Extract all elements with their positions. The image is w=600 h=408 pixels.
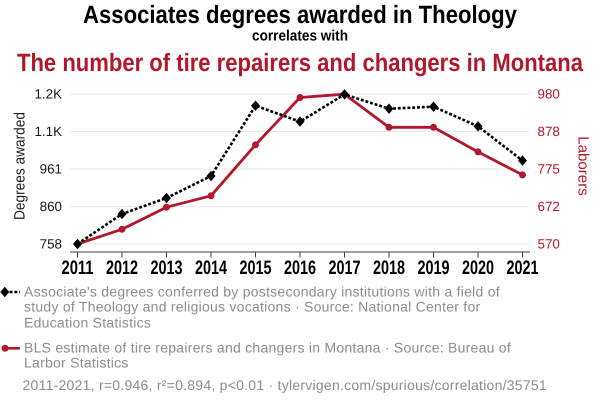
svg-text:2011-2021, r=0.946, r²=0.894,: 2011-2021, r=0.946, r²=0.894, p<0.01 · t…: [23, 377, 547, 393]
svg-text:980: 980: [538, 87, 560, 102]
svg-text:2018: 2018: [373, 257, 405, 279]
svg-text:2021: 2021: [507, 257, 539, 279]
svg-text:2016: 2016: [284, 257, 316, 279]
svg-text:correlates with: correlates with: [252, 28, 348, 45]
svg-text:Associate's degrees conferred: Associate's degrees conferred by postsec…: [24, 284, 500, 300]
svg-text:2015: 2015: [240, 257, 272, 279]
svg-text:2020: 2020: [462, 257, 494, 279]
svg-text:Larbor Statistics: Larbor Statistics: [24, 355, 129, 371]
svg-text:Degrees awarded: Degrees awarded: [12, 112, 29, 220]
svg-text:1.1K: 1.1K: [34, 124, 62, 139]
svg-text:study of Theology and religiou: study of Theology and religious vocation…: [24, 299, 480, 315]
svg-text:2012: 2012: [106, 257, 138, 279]
svg-text:961: 961: [40, 162, 62, 177]
svg-text:878: 878: [538, 124, 560, 139]
svg-text:860: 860: [40, 199, 62, 214]
svg-text:Associates degrees awarded in: Associates degrees awarded in Theology: [83, 1, 517, 29]
svg-text:1.2K: 1.2K: [34, 87, 62, 102]
svg-text:672: 672: [538, 199, 560, 214]
svg-text:2017: 2017: [329, 257, 361, 279]
svg-text:The number of tire repairers a: The number of tire repairers and changer…: [17, 49, 584, 77]
svg-text:BLS estimate of tire repairers: BLS estimate of tire repairers and chang…: [24, 340, 511, 356]
svg-text:2011: 2011: [62, 257, 94, 279]
svg-text:Laborers: Laborers: [575, 136, 592, 196]
svg-text:2019: 2019: [418, 257, 450, 279]
svg-text:775: 775: [538, 162, 560, 177]
svg-text:Education Statistics: Education Statistics: [24, 315, 151, 331]
svg-text:570: 570: [538, 237, 560, 252]
svg-text:2014: 2014: [195, 257, 227, 279]
svg-text:758: 758: [40, 237, 62, 252]
svg-text:2013: 2013: [151, 257, 183, 279]
